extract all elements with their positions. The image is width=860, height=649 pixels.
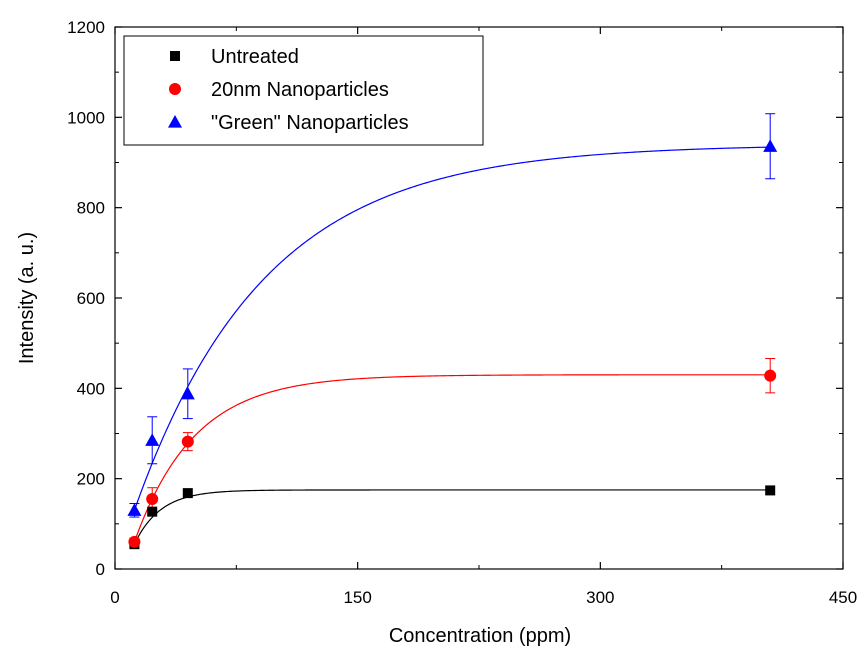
legend-label: 20nm Nanoparticles xyxy=(211,79,389,101)
x-tick-label: 150 xyxy=(343,588,371,607)
fit-curve-1 xyxy=(133,374,771,543)
x-tick-label: 450 xyxy=(829,588,857,607)
data-points xyxy=(127,139,778,550)
legend-marker-circle xyxy=(169,83,181,95)
data-point-circle xyxy=(146,492,159,505)
error-bars xyxy=(129,113,776,547)
data-point-circle xyxy=(764,369,777,382)
y-tick-label: 800 xyxy=(77,199,105,218)
y-tick-label: 1000 xyxy=(67,108,105,127)
legend-marker-triangle xyxy=(168,115,182,128)
data-point-triangle xyxy=(145,433,160,446)
x-tick-label: 0 xyxy=(110,588,119,607)
x-tick-label: 300 xyxy=(586,588,614,607)
fit-curve-2 xyxy=(133,146,771,511)
data-point-triangle xyxy=(763,139,778,152)
legend-marker-square xyxy=(170,51,180,61)
legend: Untreated 20nm Nanoparticles "Green" Nanop… xyxy=(123,35,484,146)
x-axis-title: Concentration (ppm) xyxy=(389,625,571,647)
y-tick-label: 400 xyxy=(77,379,105,398)
fit-curves xyxy=(133,146,771,545)
legend-box xyxy=(123,35,484,146)
data-point-circle xyxy=(128,535,141,548)
legend-label: Untreated xyxy=(211,46,299,68)
axes: 0 150 300 450 0 200 400 600 800 1000 1200 xyxy=(67,18,857,607)
y-tick-label: 0 xyxy=(96,560,105,579)
data-point-square xyxy=(765,485,776,496)
y-tick-label: 200 xyxy=(77,470,105,489)
data-point-square xyxy=(182,488,193,499)
y-axis-title: Intensity (a. u.) xyxy=(16,232,38,364)
legend-label: "Green" Nanoparticles xyxy=(211,112,409,134)
y-tick-label: 600 xyxy=(77,289,105,308)
fit-curve-0 xyxy=(133,489,771,545)
y-tick-label: 1200 xyxy=(67,18,105,37)
data-point-square xyxy=(147,506,158,517)
data-point-triangle xyxy=(180,386,195,400)
data-point-triangle xyxy=(127,503,142,516)
data-point-circle xyxy=(181,435,194,448)
